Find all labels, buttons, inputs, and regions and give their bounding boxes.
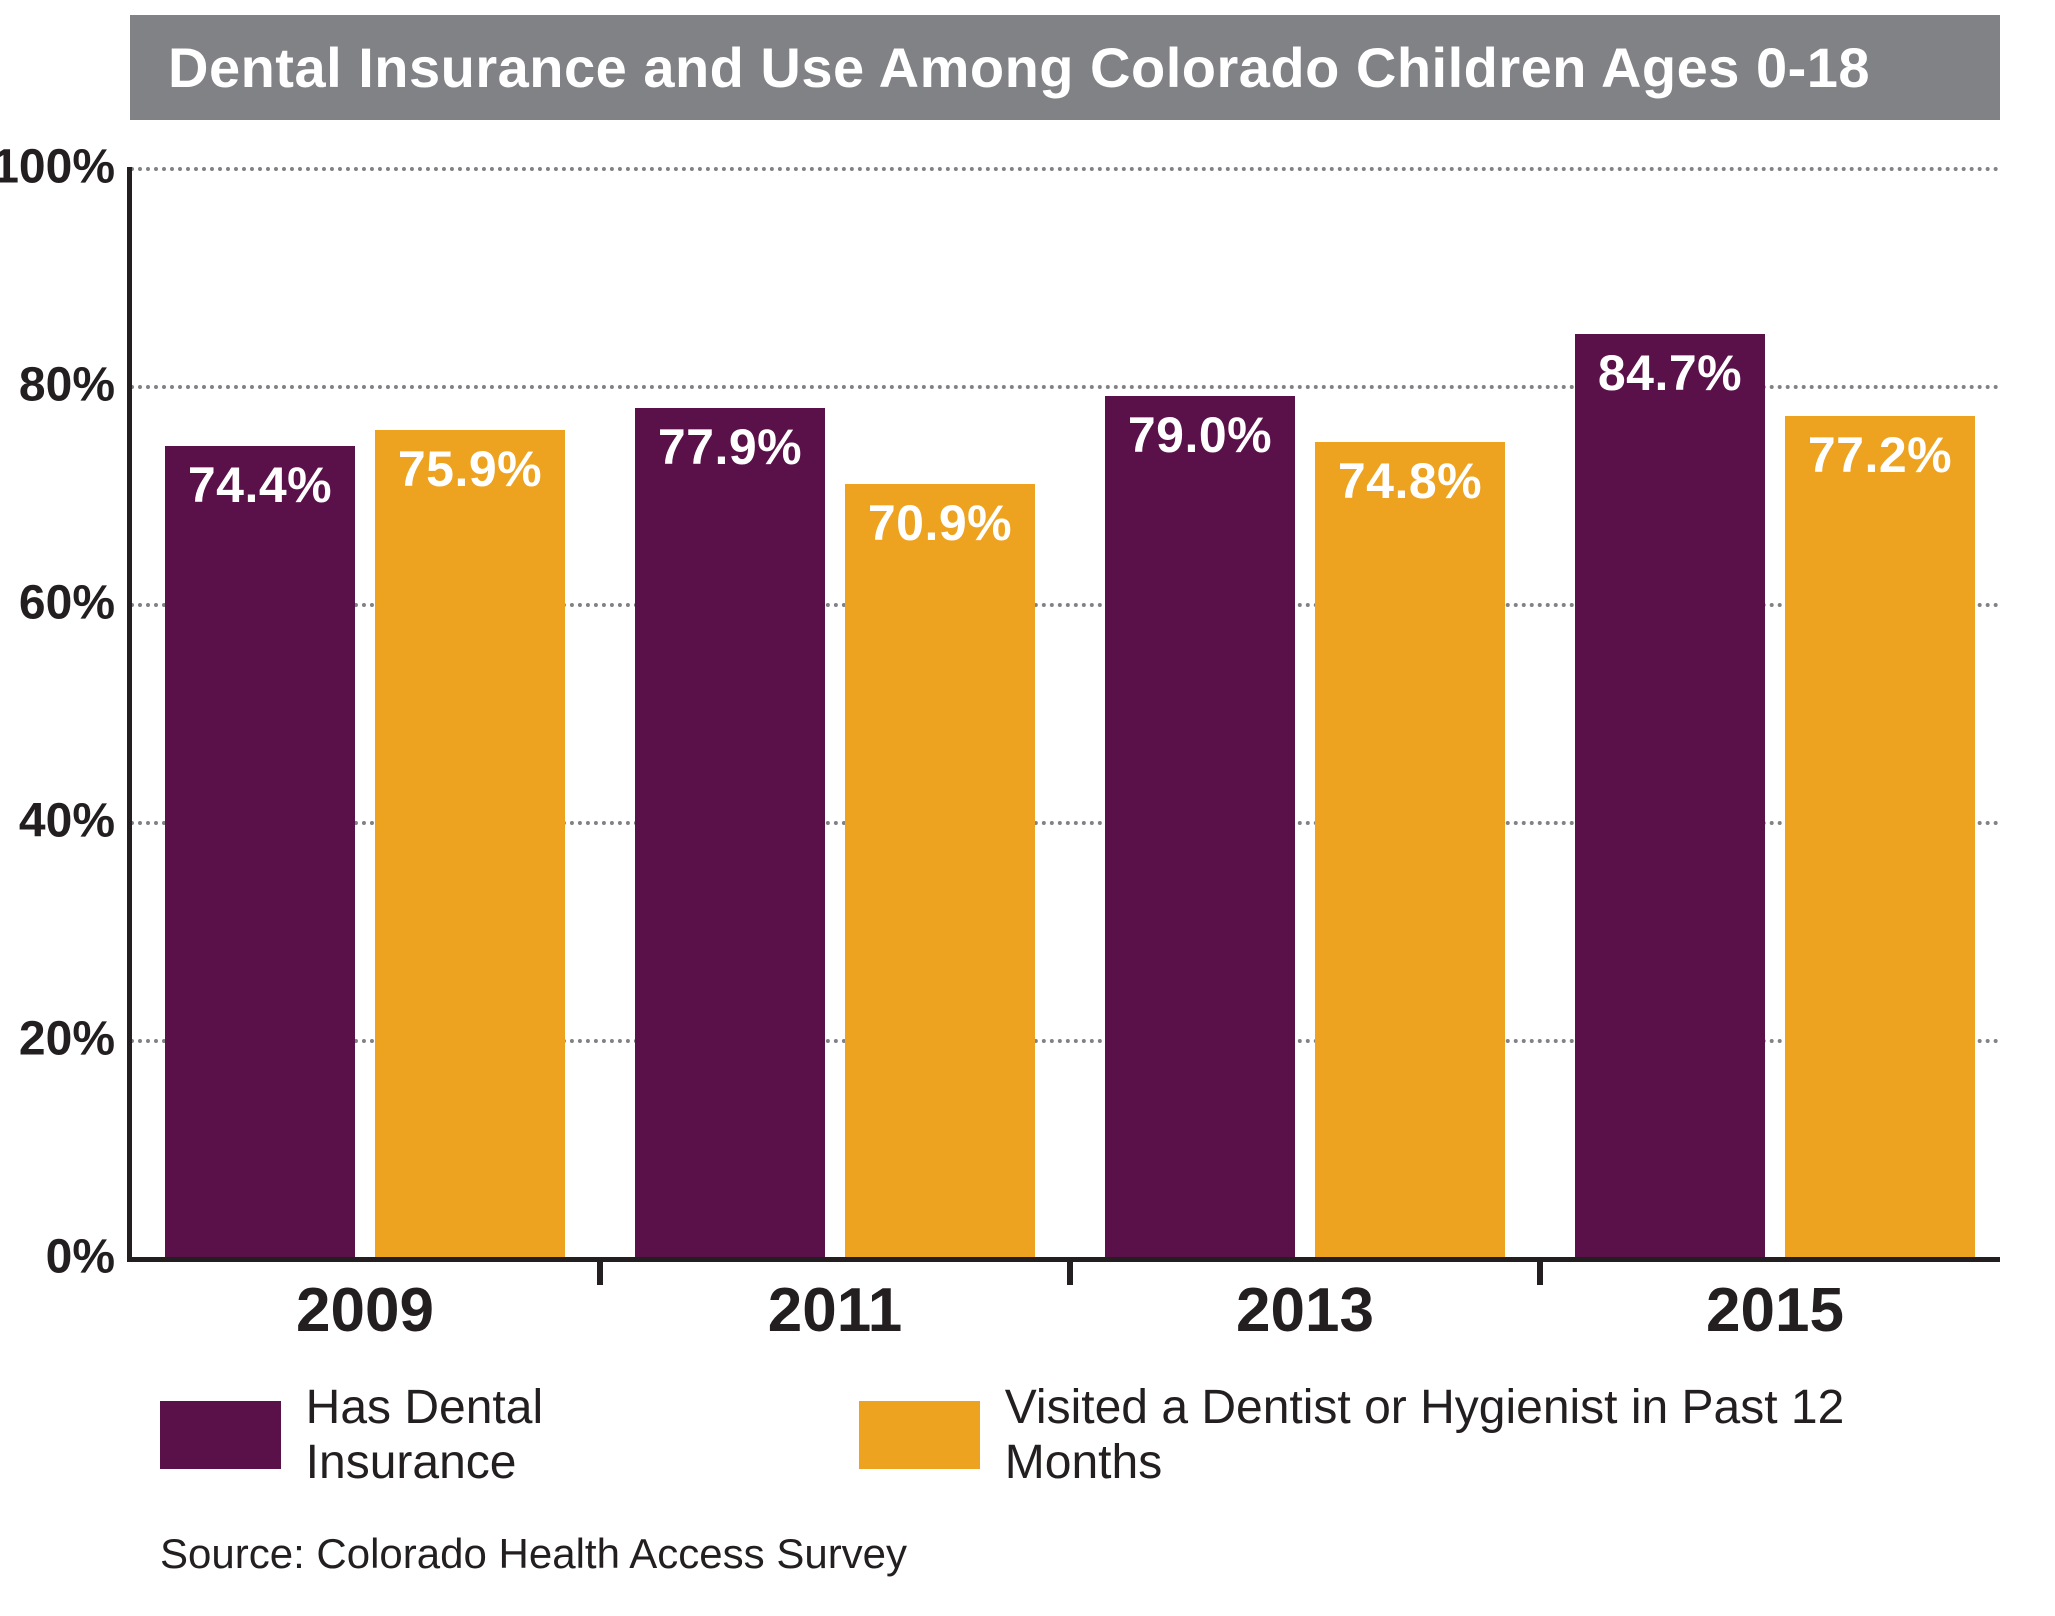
y-tick-label: 20% [19, 1012, 115, 1067]
y-tick-label: 0% [46, 1230, 115, 1285]
y-axis-line [127, 167, 132, 1262]
x-tick-label: 2011 [768, 1275, 903, 1346]
legend-label-visited: Visited a Dentist or Hygienist in Past 1… [1005, 1380, 1980, 1490]
y-tick-label: 40% [19, 794, 115, 849]
chart-title: Dental Insurance and Use Among Colorado … [168, 35, 1870, 100]
x-tick-label: 2009 [296, 1275, 434, 1346]
y-tick-label: 80% [19, 358, 115, 413]
bar-visited: 74.8% [1315, 442, 1505, 1257]
bar-value-label: 79.0% [1105, 406, 1295, 464]
bar-value-label: 74.4% [165, 456, 355, 514]
x-tick [1067, 1257, 1073, 1285]
bar-value-label: 77.9% [635, 418, 825, 476]
bar-visited: 70.9% [845, 484, 1035, 1257]
legend-label-insurance: Has Dental Insurance [306, 1380, 752, 1490]
legend-swatch-visited [859, 1401, 980, 1469]
bar-insurance: 74.4% [165, 446, 355, 1257]
bar-value-label: 84.7% [1575, 344, 1765, 402]
title-bar: Dental Insurance and Use Among Colorado … [130, 15, 2000, 120]
source-text: Source: Colorado Health Access Survey [160, 1530, 907, 1578]
bar-value-label: 74.8% [1315, 452, 1505, 510]
bar-insurance: 77.9% [635, 408, 825, 1257]
bar-visited: 77.2% [1785, 416, 1975, 1257]
bar-insurance: 84.7% [1575, 334, 1765, 1257]
gridline [130, 167, 2000, 171]
x-tick [1537, 1257, 1543, 1285]
x-tick-label: 2013 [1236, 1275, 1374, 1346]
x-tick-label: 2015 [1706, 1275, 1844, 1346]
legend: Has Dental Insurance Visited a Dentist o… [160, 1380, 1980, 1490]
chart-container: Dental Insurance and Use Among Colorado … [0, 0, 2055, 1616]
bar-value-label: 77.2% [1785, 426, 1975, 484]
bar-insurance: 79.0% [1105, 396, 1295, 1257]
bar-value-label: 75.9% [375, 440, 565, 498]
x-tick [597, 1257, 603, 1285]
bar-value-label: 70.9% [845, 494, 1035, 552]
legend-swatch-insurance [160, 1401, 281, 1469]
y-tick-label: 60% [19, 576, 115, 631]
x-axis-line [130, 1257, 2000, 1262]
bar-visited: 75.9% [375, 430, 565, 1257]
plot-area: 74.4% 75.9% 77.9% 70.9% 79.0% 74.8% 84.7% 77.2% [130, 167, 2000, 1257]
y-tick-label: 100% [0, 140, 115, 195]
